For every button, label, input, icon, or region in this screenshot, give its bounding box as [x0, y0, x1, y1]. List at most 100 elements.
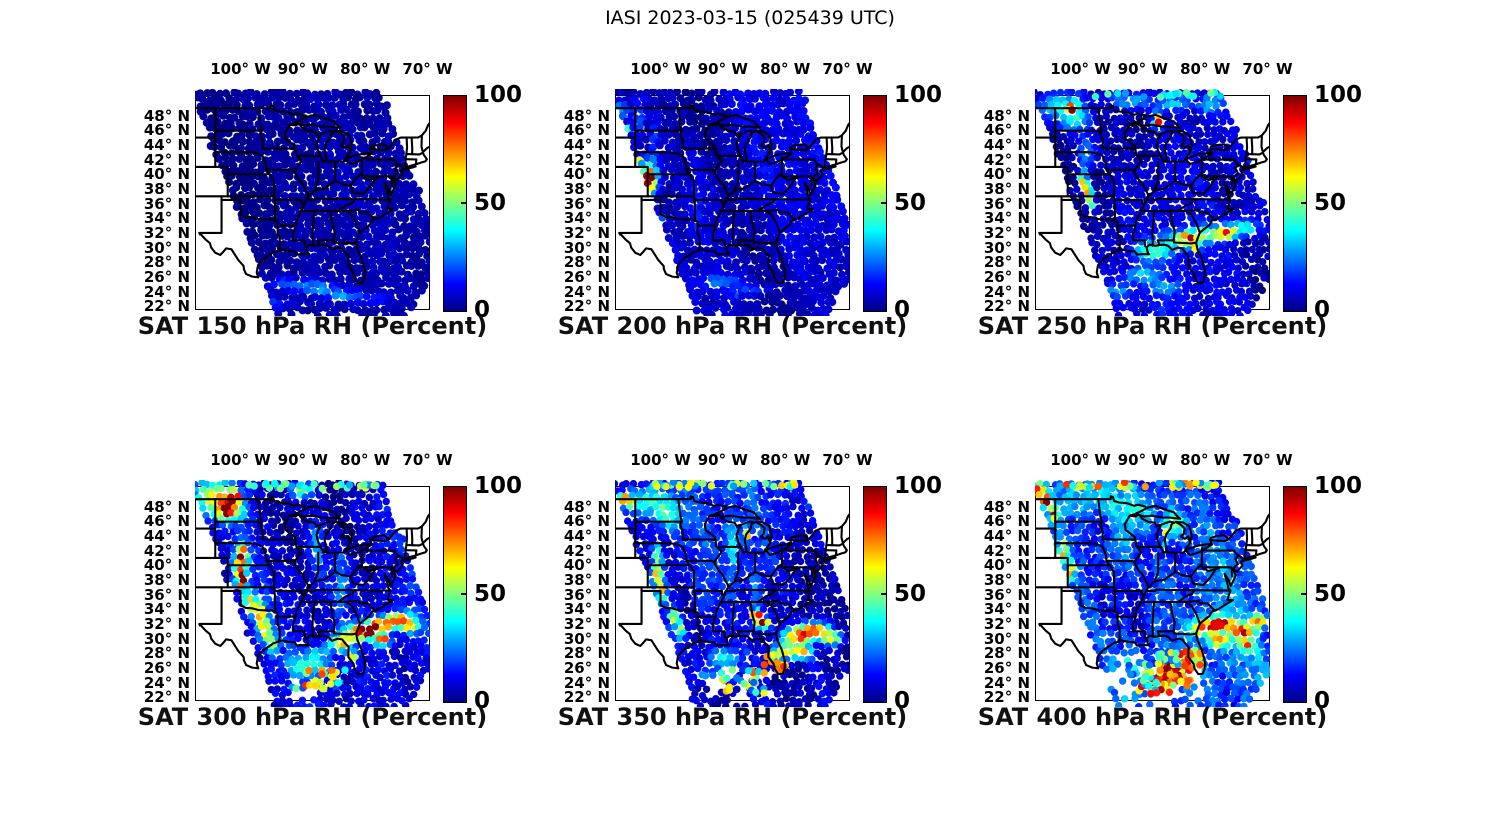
lon-tick-label: 70° W [822, 451, 873, 469]
map-panel-200: 100° W 90° W 80° W 70° W 48° N 46° N 44° N 42° … [558, 62, 942, 341]
lon-tick-label: 90° W [277, 60, 328, 78]
map-panel-400: 100° W 90° W 80° W 70° W 48° N 46° N 44° N 42° … [978, 453, 1362, 732]
lat-tick-label: 26° N [143, 658, 190, 677]
lon-tick-label: 80° W [760, 60, 811, 78]
colorbar [1283, 486, 1307, 703]
lat-tick-label: 34° N [143, 600, 190, 619]
lat-tick-label: 38° N [143, 570, 190, 589]
lat-tick-label: 28° N [143, 253, 190, 272]
lat-tick-label: 46° N [143, 512, 190, 531]
lon-tick-label: 70° W [402, 451, 453, 469]
colorbar-tick-label: 50 [894, 580, 927, 607]
lat-tick-label: 26° N [983, 267, 1030, 286]
lat-tick-label: 44° N [143, 135, 190, 154]
panel-title: SAT 150 hPa RH (Percent) [137, 312, 488, 340]
lat-tick-label: 48° N [983, 106, 1030, 125]
lat-tick-label: 48° N [143, 497, 190, 516]
lat-tick-label: 34° N [563, 600, 610, 619]
map-panel-150: 100° W 90° W 80° W 70° W 48° N 46° N 44° N 42° … [138, 62, 522, 341]
lon-tick-label: 80° W [340, 60, 391, 78]
colorbar-tick-label: 50 [1314, 189, 1347, 216]
lat-tick-label: 36° N [983, 585, 1030, 604]
lat-tick-label: 38° N [563, 179, 610, 198]
lat-tick-label: 46° N [983, 121, 1030, 140]
lat-tick-label: 42° N [143, 541, 190, 560]
lat-tick-label: 32° N [983, 614, 1030, 633]
lat-tick-label: 26° N [143, 267, 190, 286]
colorbar-tick-mark [461, 593, 466, 595]
lat-tick-label: 40° N [563, 556, 610, 575]
lat-tick-label: 30° N [143, 629, 190, 648]
lat-tick-label: 38° N [563, 570, 610, 589]
lon-tick-label: 80° W [340, 451, 391, 469]
colorbar [443, 95, 467, 312]
lat-tick-label: 40° N [983, 165, 1030, 184]
lat-tick-label: 28° N [983, 253, 1030, 272]
lon-tick-label: 90° W [697, 451, 748, 469]
lat-tick-label: 30° N [983, 238, 1030, 257]
map-panel-250: 100° W 90° W 80° W 70° W 48° N 46° N 44° N 42° … [978, 62, 1362, 341]
lat-tick-label: 32° N [563, 223, 610, 242]
lat-tick-label: 26° N [563, 267, 610, 286]
colorbar [863, 95, 887, 312]
lat-tick-label: 48° N [983, 497, 1030, 516]
colorbar-tick-label: 0 [894, 688, 911, 714]
lat-tick-label: 28° N [563, 253, 610, 272]
lon-tick-label: 90° W [277, 451, 328, 469]
lat-tick-label: 24° N [563, 282, 610, 301]
lat-tick-label: 46° N [563, 512, 610, 531]
lat-tick-label: 44° N [563, 135, 610, 154]
lon-tick-label: 80° W [760, 451, 811, 469]
map-canvas [195, 89, 430, 316]
lat-tick-label: 32° N [143, 223, 190, 242]
colorbar-tick-label: 50 [1314, 580, 1347, 607]
lat-tick-label: 22° N [143, 297, 190, 316]
lat-tick-label: 36° N [563, 585, 610, 604]
lat-tick-label: 22° N [563, 688, 610, 707]
map-panel-350: 100° W 90° W 80° W 70° W 48° N 46° N 44° N 42° … [558, 453, 942, 732]
lon-tick-label: 70° W [1242, 451, 1293, 469]
lat-tick-label: 26° N [983, 658, 1030, 677]
lat-tick-label: 32° N [983, 223, 1030, 242]
colorbar-tick-mark [881, 593, 886, 595]
colorbar-tick-label: 100 [1314, 473, 1363, 499]
colorbar-tick-label: 100 [1314, 82, 1363, 108]
lat-tick-label: 48° N [563, 497, 610, 516]
map-canvas [1035, 89, 1270, 316]
colorbar-tick-label: 50 [474, 189, 507, 216]
lon-tick-label: 90° W [1117, 60, 1168, 78]
lat-tick-label: 32° N [563, 614, 610, 633]
lat-tick-label: 22° N [563, 297, 610, 316]
lat-tick-label: 30° N [563, 629, 610, 648]
map-canvas [615, 480, 850, 707]
lon-tick-label: 80° W [1180, 451, 1231, 469]
colorbar-tick-label: 100 [894, 473, 943, 499]
lat-tick-label: 34° N [143, 209, 190, 228]
lat-tick-label: 36° N [143, 194, 190, 213]
colorbar-tick-mark [1301, 202, 1306, 204]
lat-tick-label: 28° N [983, 644, 1030, 663]
lat-tick-label: 44° N [983, 526, 1030, 545]
lat-tick-label: 24° N [143, 673, 190, 692]
lat-tick-label: 44° N [983, 135, 1030, 154]
colorbar-tick-label: 0 [474, 297, 491, 323]
lat-tick-label: 38° N [983, 179, 1030, 198]
colorbar [863, 486, 887, 703]
figure-title: IASI 2023-03-15 (025439 UTC) [605, 7, 895, 29]
lat-tick-label: 26° N [563, 658, 610, 677]
lat-tick-label: 38° N [983, 570, 1030, 589]
lat-tick-label: 48° N [143, 106, 190, 125]
map-canvas [615, 89, 850, 316]
lat-tick-label: 38° N [143, 179, 190, 198]
map-panel-300: 100° W 90° W 80° W 70° W 48° N 46° N 44° N 42° … [138, 453, 522, 732]
panel-title: SAT 200 hPa RH (Percent) [557, 312, 908, 340]
lat-tick-label: 46° N [983, 512, 1030, 531]
panel-title: SAT 400 hPa RH (Percent) [977, 703, 1328, 731]
lat-tick-label: 24° N [143, 282, 190, 301]
lat-tick-label: 44° N [143, 526, 190, 545]
lat-tick-label: 28° N [143, 644, 190, 663]
lon-tick-label: 90° W [1117, 451, 1168, 469]
lat-tick-label: 42° N [563, 541, 610, 560]
colorbar-tick-mark [461, 202, 466, 204]
